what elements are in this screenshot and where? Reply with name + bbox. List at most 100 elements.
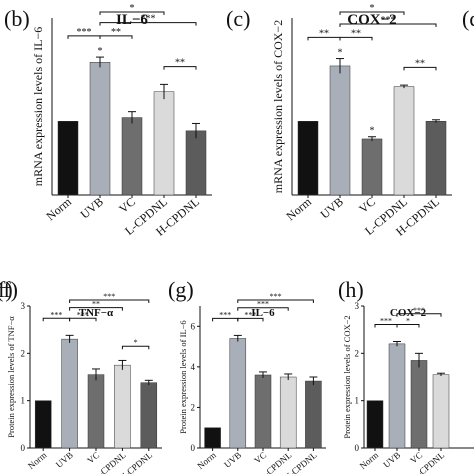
bar-norm (204, 427, 221, 449)
x-tick-label: VC (408, 450, 424, 466)
bar-h-cpdnl (425, 121, 447, 196)
bar-l-cpdnl (153, 91, 175, 196)
significance-label: ** (175, 58, 185, 69)
significance-label: *** (257, 300, 269, 309)
significance-bracket (237, 299, 314, 303)
significance-label: ** (415, 58, 425, 69)
bar-vc (121, 117, 143, 196)
y-tick-label: 4 (191, 362, 196, 372)
y-axis-label: mRNA expression levels of IL−6 (31, 27, 45, 186)
x-tick-label: Norm (358, 450, 381, 471)
bar-l-cpdnl (279, 376, 297, 449)
bar-l-cpdnl (114, 364, 131, 449)
significance-label: *** (141, 14, 156, 25)
chart-panel: (f) TNF−α Protein expression levels of TNF… (0, 277, 162, 474)
bar-norm (297, 121, 319, 196)
bar-uvb (388, 343, 406, 449)
significance-bracket (69, 307, 123, 311)
chart-title: TNF−α (79, 307, 114, 319)
significance-label: *** (103, 292, 115, 301)
panel-label: (h) (338, 277, 364, 302)
significance-label: *** (50, 310, 62, 319)
y-axis-label: mRNA expression levels of COX−2 (271, 20, 285, 193)
bar-norm (57, 121, 79, 196)
significance-label: *** (244, 310, 256, 319)
bar-l-cpdnl (393, 86, 415, 196)
significance-label: *** (380, 316, 392, 325)
significance-bracket (396, 323, 420, 328)
significance-label: ** (319, 28, 329, 39)
x-tick-label: UVB (78, 195, 106, 222)
significance-label: ** (111, 27, 121, 38)
bar-norm (366, 400, 384, 449)
significance-bracket (163, 66, 197, 70)
significance-label: * (130, 3, 135, 14)
significance-bracket (69, 299, 150, 303)
panel-label: (g) (168, 277, 194, 302)
significance-bracket (339, 36, 373, 41)
significance-bracket (99, 35, 133, 39)
significance-label: *** (77, 310, 89, 319)
y-tick-label: 1 (21, 396, 26, 406)
panel-label: (b) (4, 6, 30, 31)
significance-bracket (99, 22, 197, 26)
significance-bracket (69, 317, 97, 322)
x-tick-label: VC (116, 195, 138, 216)
x-tick-label: UVB (222, 450, 243, 470)
bar-h-cpdnl (140, 382, 158, 449)
significance-label: * (134, 338, 138, 347)
significance-bracket (237, 307, 289, 311)
bar-vc (361, 138, 383, 196)
panel-label-d-partial: (d (462, 6, 474, 31)
panel-label: (c) (226, 6, 250, 31)
bar-norm (34, 400, 52, 449)
significance-label: *** (270, 292, 282, 301)
significance-label: *** (413, 306, 425, 315)
x-tick-label: Norm (26, 450, 49, 471)
significance-label: *** (219, 310, 231, 319)
x-tick-label: UVB (381, 450, 402, 470)
y-tick-label: 2 (191, 402, 196, 412)
bar-uvb (89, 62, 111, 196)
significance-bracket (339, 23, 437, 28)
bar-uvb (61, 338, 78, 449)
chart-panel: (b) IL−6 mRNA expression levels of IL−6 Nor… (4, 3, 212, 239)
bar-vc (410, 360, 428, 449)
x-tick-label: VC (85, 450, 101, 466)
y-tick-label: 0 (191, 443, 196, 453)
panel-label: (f) (0, 277, 18, 302)
significance-bracket (396, 313, 442, 317)
significance-label: * (406, 316, 410, 325)
significance-label: * (370, 3, 375, 14)
x-tick-label: VC (356, 195, 378, 216)
bar-l-cpdnl (432, 374, 450, 449)
significance-mark: * (370, 126, 375, 137)
x-tick-label: VC (252, 450, 268, 466)
chart-panel: (g) IL−6 Protein expression levels of IL−6… (168, 277, 326, 474)
y-tick-label: 0 (21, 443, 26, 453)
significance-bracket (237, 317, 264, 322)
significance-bracket (403, 66, 437, 71)
x-tick-label: UVB (54, 450, 75, 470)
bar-h-cpdnl (185, 130, 207, 196)
bar-vc (254, 374, 272, 449)
y-tick-label: 2 (355, 348, 360, 358)
y-tick-label: 3 (355, 301, 360, 311)
significance-bracket (99, 11, 165, 15)
chart-title: IL−6 (251, 307, 275, 319)
y-axis-label: Protein expression levels of COX−2 (342, 315, 352, 438)
chart-title: COX−2 (390, 307, 427, 319)
chart-title: IL−6 (116, 12, 148, 28)
y-tick-label: 1 (355, 396, 360, 406)
significance-bracket (121, 345, 150, 350)
y-tick-label: 2 (21, 348, 26, 358)
y-tick-label: 3 (21, 301, 26, 311)
significance-bracket (339, 11, 405, 15)
bar-uvb (329, 65, 351, 196)
y-axis-label: Protein expression levels of IL−6 (178, 320, 188, 433)
x-tick-label: UVB (318, 195, 346, 222)
significance-label: *** (381, 15, 396, 26)
x-tick-label: Norm (283, 194, 314, 223)
